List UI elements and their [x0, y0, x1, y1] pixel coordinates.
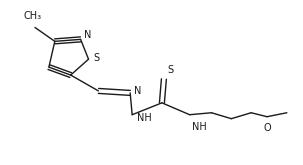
Text: S: S: [168, 65, 174, 75]
Text: NH: NH: [192, 122, 206, 132]
Text: N: N: [134, 86, 142, 96]
Text: N: N: [84, 30, 91, 40]
Text: NH: NH: [137, 113, 152, 123]
Text: S: S: [94, 53, 100, 63]
Text: CH₃: CH₃: [24, 11, 42, 20]
Text: O: O: [263, 123, 271, 133]
